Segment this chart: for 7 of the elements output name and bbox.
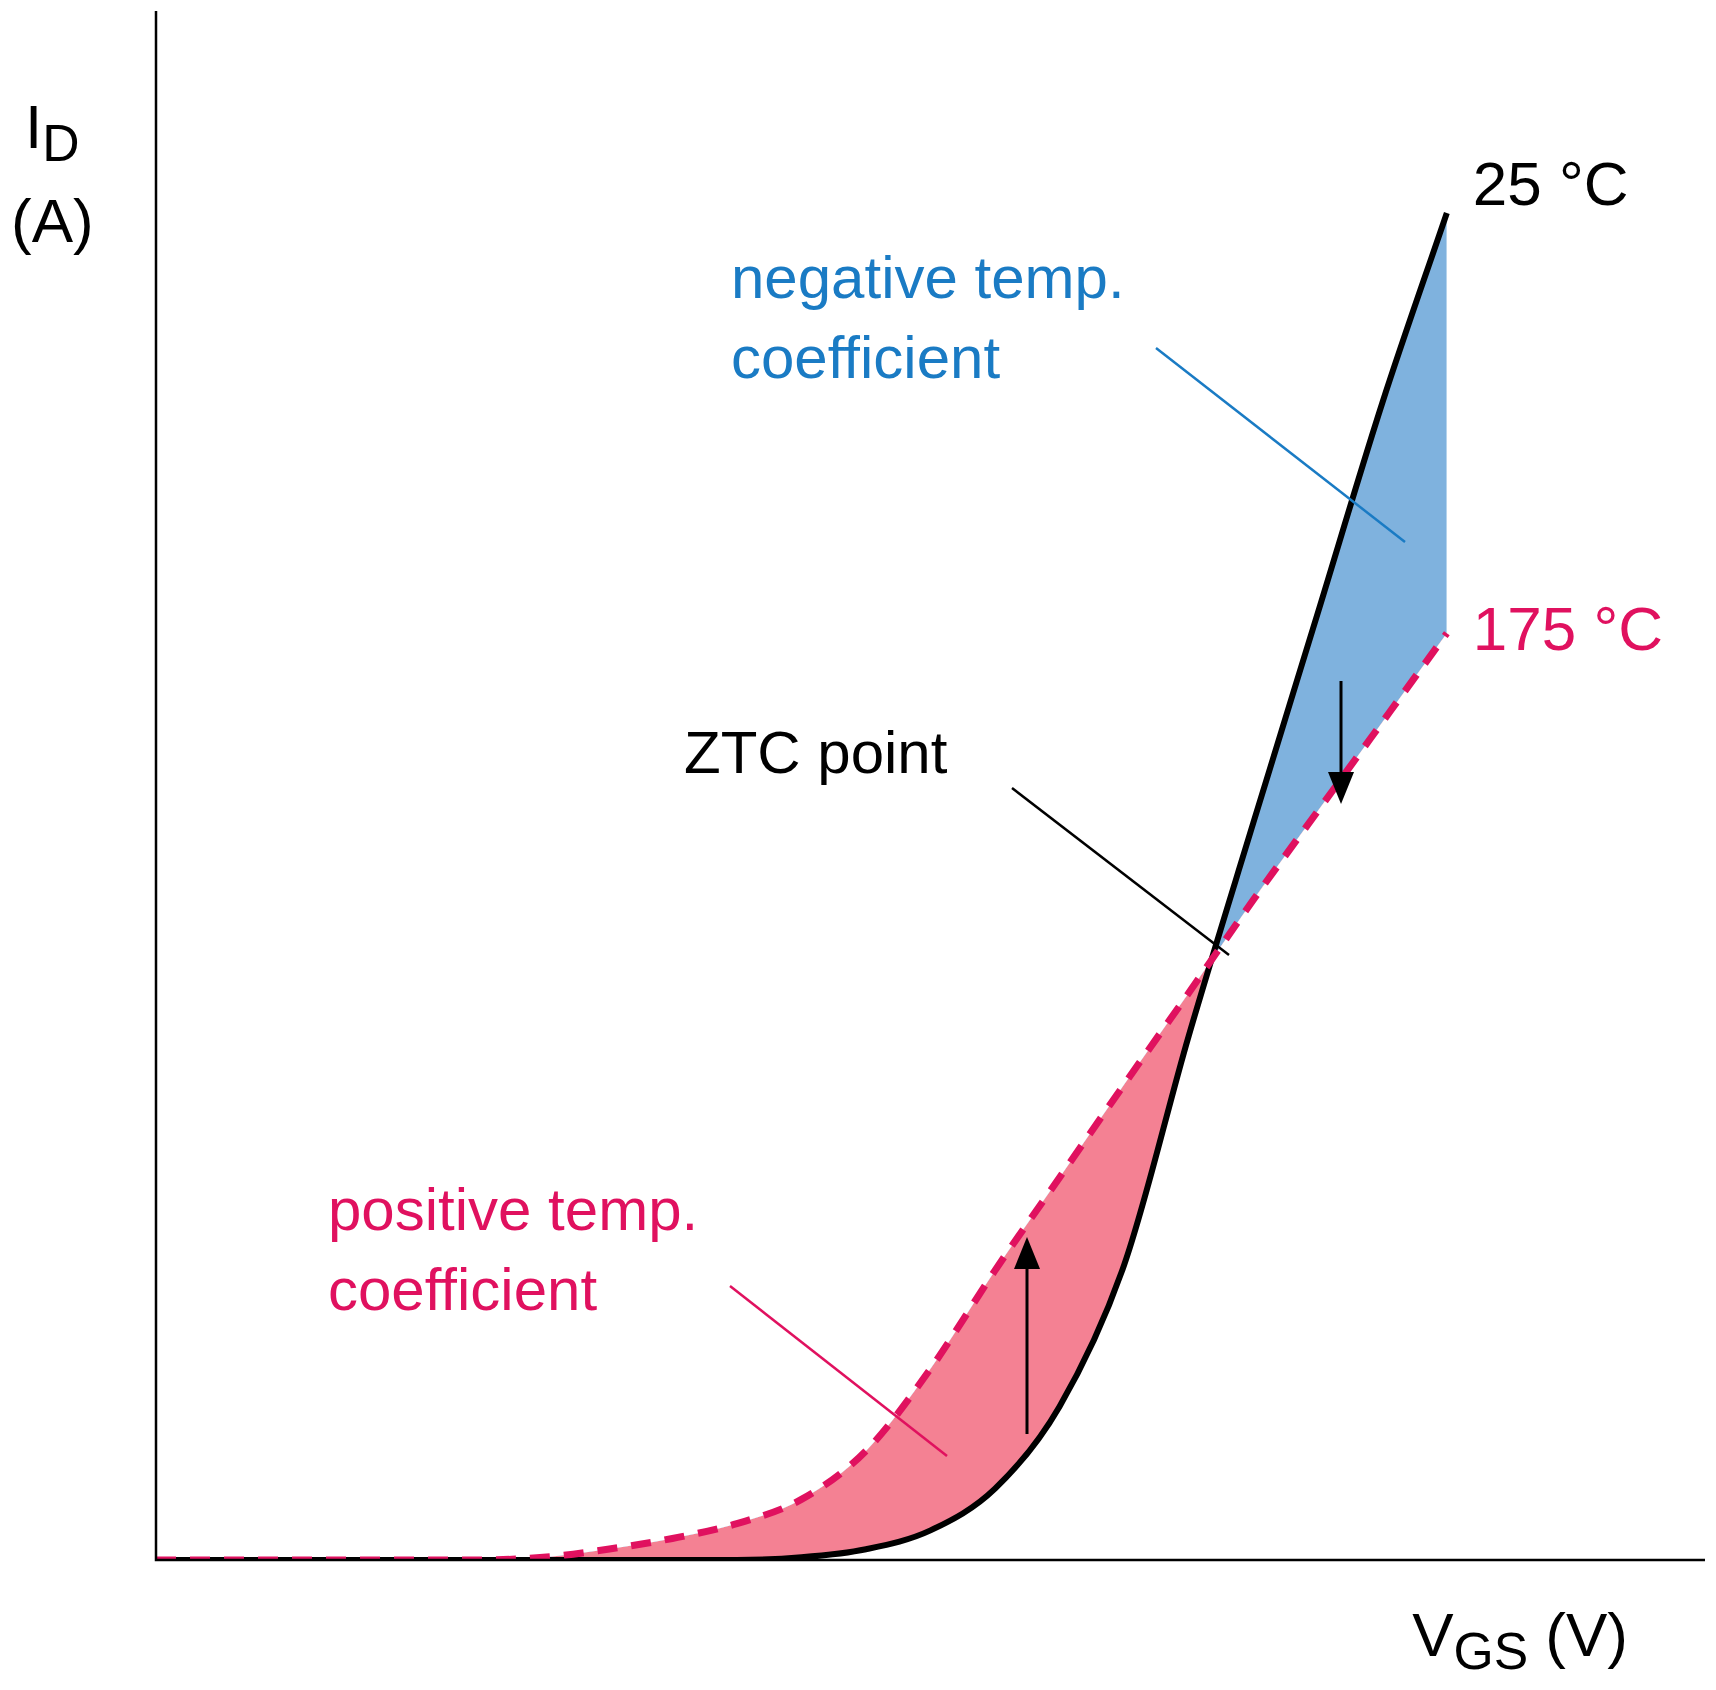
annotation: ZTC point <box>684 718 948 788</box>
series-label: 25 °C <box>1472 149 1629 219</box>
series-label: 175 °C <box>1472 594 1664 664</box>
y-axis-title: I$_{D}$ (A) <box>11 91 94 258</box>
annotation: negative temp. coefficient <box>731 243 1126 393</box>
annotation: positive temp. coefficient <box>328 1175 700 1325</box>
x-axis-title: V$_{GS}$ (V) <box>1412 1600 1628 1683</box>
